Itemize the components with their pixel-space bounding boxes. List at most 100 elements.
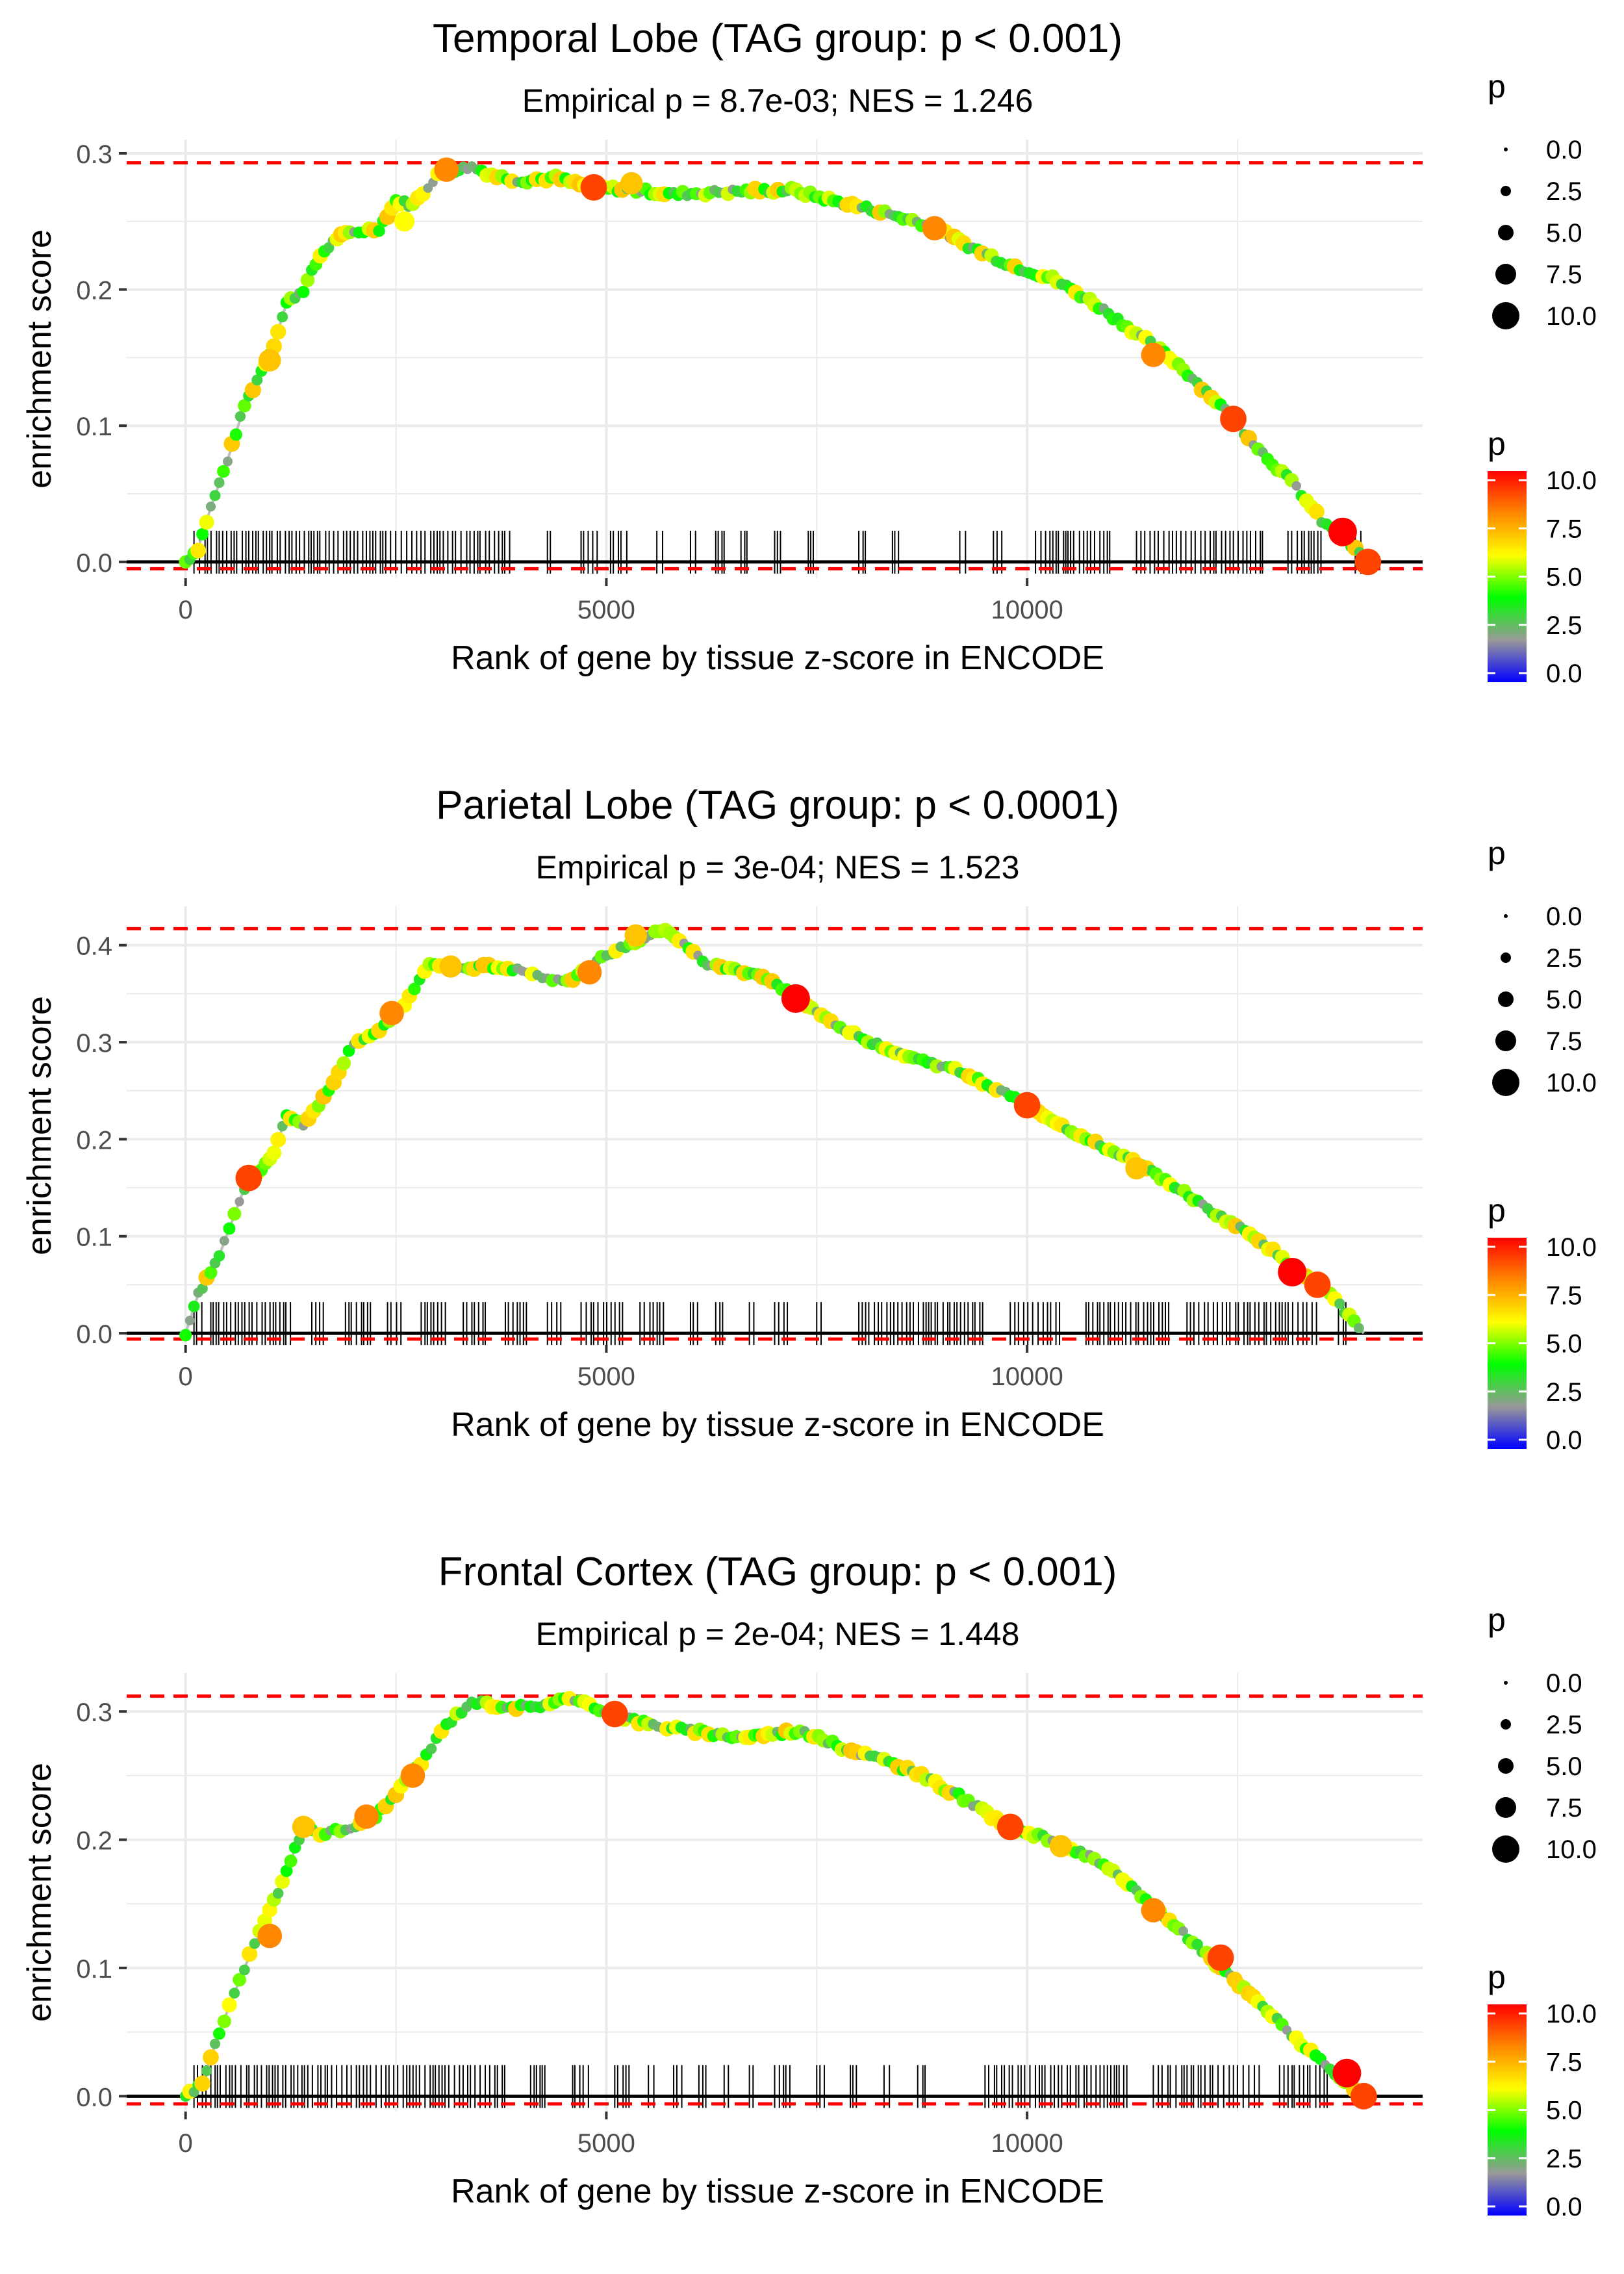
color-legend-label: 10.0 [1546,2000,1597,2028]
highlight-point [257,1923,283,1948]
curve-point [251,374,263,386]
x-axis-label: Rank of gene by tissue z-score in ENCODE [451,639,1104,677]
highlight-point [434,157,459,182]
highlight-point [781,984,810,1013]
curve-point [217,2014,231,2028]
curve-point [190,543,207,559]
highlight-point [1125,1157,1148,1180]
highlight-point [1207,1944,1234,1971]
x-tick-label: 10000 [991,596,1063,624]
highlight-point [996,1813,1024,1841]
color-legend-label: 10.0 [1546,466,1597,495]
curve-point [1354,1323,1364,1334]
x-tick-label: 0 [179,596,193,624]
curve-point [179,1329,192,1342]
highlight-point [577,960,602,985]
curve-point [270,1132,286,1148]
size-legend-title: p [1488,1602,1506,1638]
size-legend-label: 5.0 [1546,986,1582,1014]
highlight-point [601,1700,628,1728]
y-tick-label: 0.1 [76,413,112,441]
y-axis-label: enrichment score [21,996,58,1255]
curve-point [219,1236,229,1246]
highlight-point [1354,548,1382,576]
y-tick-label: 0.1 [76,1955,112,1984]
highlight-point [394,211,415,232]
curve-point [336,1056,351,1071]
highlight-point [1013,1092,1041,1119]
highlight-point [439,955,462,978]
curve-point [425,1743,437,1754]
size-legend-label: 2.5 [1546,944,1582,973]
curve-point [280,1865,293,1878]
color-legend-label: 0.0 [1546,659,1582,688]
gridlines [127,1673,1423,2112]
highlight-point [1328,517,1357,546]
curve-point [188,1300,200,1312]
color-legend-label: 2.5 [1546,1378,1582,1407]
chart-panel-2: Parietal Lobe (TAG group: p < 0.0001) Emp… [21,783,1597,1455]
size-legend-label: 10.0 [1546,1069,1597,1097]
size-legend-label: 10.0 [1546,302,1597,331]
x-tick-label: 0 [179,1362,193,1391]
curve-point [229,428,242,441]
size-legend-key [1498,1758,1514,1774]
chart-panel-3: Frontal Cortex (TAG group: p < 0.001) Emp… [21,1550,1597,2221]
color-legend-label: 2.5 [1546,611,1582,640]
size-legend-key [1504,914,1508,918]
highlight-point [354,1804,379,1829]
size-legend-label: 5.0 [1546,219,1582,248]
curve-point [284,1854,298,1868]
color-legend-label: 0.0 [1546,2193,1582,2221]
curve-point [227,1207,242,1221]
x-tick-label: 10000 [991,1362,1063,1391]
size-legend-key [1504,147,1508,151]
size-legend-label: 0.0 [1546,902,1582,931]
size-legend-key [1498,225,1514,240]
highlight-point [1141,1898,1166,1923]
curve-point [205,502,216,512]
x-axis-label: Rank of gene by tissue z-score in ENCODE [451,1406,1104,1444]
curve-point [213,1250,225,1262]
legend: p 0.0 2.5 5.0 7.5 10.0 p 10.0 7.5 5.0 2.5 0.0 [1488,1602,1597,2221]
curve-points [179,157,1382,576]
color-legend-label: 5.0 [1546,2097,1582,2125]
curve-point [199,515,214,530]
curve-point [1334,1298,1345,1309]
size-legend-title: p [1488,68,1506,105]
highlight-point [922,216,947,241]
curve-point [408,982,421,995]
size-legend-key [1495,1030,1516,1051]
color-legend-title: p [1488,1959,1506,1995]
chart-subtitle: Empirical p = 8.7e-03; NES = 1.246 [522,83,1034,119]
y-tick-label: 0.0 [76,1320,112,1349]
y-tick-label: 0.4 [76,932,112,961]
y-tick-label: 0.0 [76,549,112,578]
size-legend-key [1501,952,1511,963]
highlight-point [1304,1271,1331,1298]
curve-point [223,456,233,466]
size-legend-label: 7.5 [1546,1794,1582,1822]
color-legend-label: 7.5 [1546,1281,1582,1310]
size-legend-label: 7.5 [1546,1027,1582,1056]
curve-point [249,1938,260,1949]
curve-point [244,381,261,398]
size-legend-label: 0.0 [1546,1669,1582,1698]
x-tick-label: 5000 [577,596,635,624]
highlight-point [620,172,643,195]
y-tick-label: 0.1 [76,1223,112,1252]
highlight-point [1332,2058,1362,2088]
y-tick-label: 0.2 [76,277,112,305]
curve-point [270,324,286,340]
color-legend-label: 5.0 [1546,1330,1582,1359]
curve-points [179,923,1364,1342]
highlight-point [1220,405,1247,433]
curve-point [214,477,225,489]
x-tick-label: 10000 [991,2129,1063,2158]
highlight-point [400,1763,425,1788]
size-legend-title: p [1488,835,1506,871]
curve-point [297,285,310,298]
enrichment-curve [184,1697,1365,2097]
y-tick-label: 0.3 [76,140,112,169]
